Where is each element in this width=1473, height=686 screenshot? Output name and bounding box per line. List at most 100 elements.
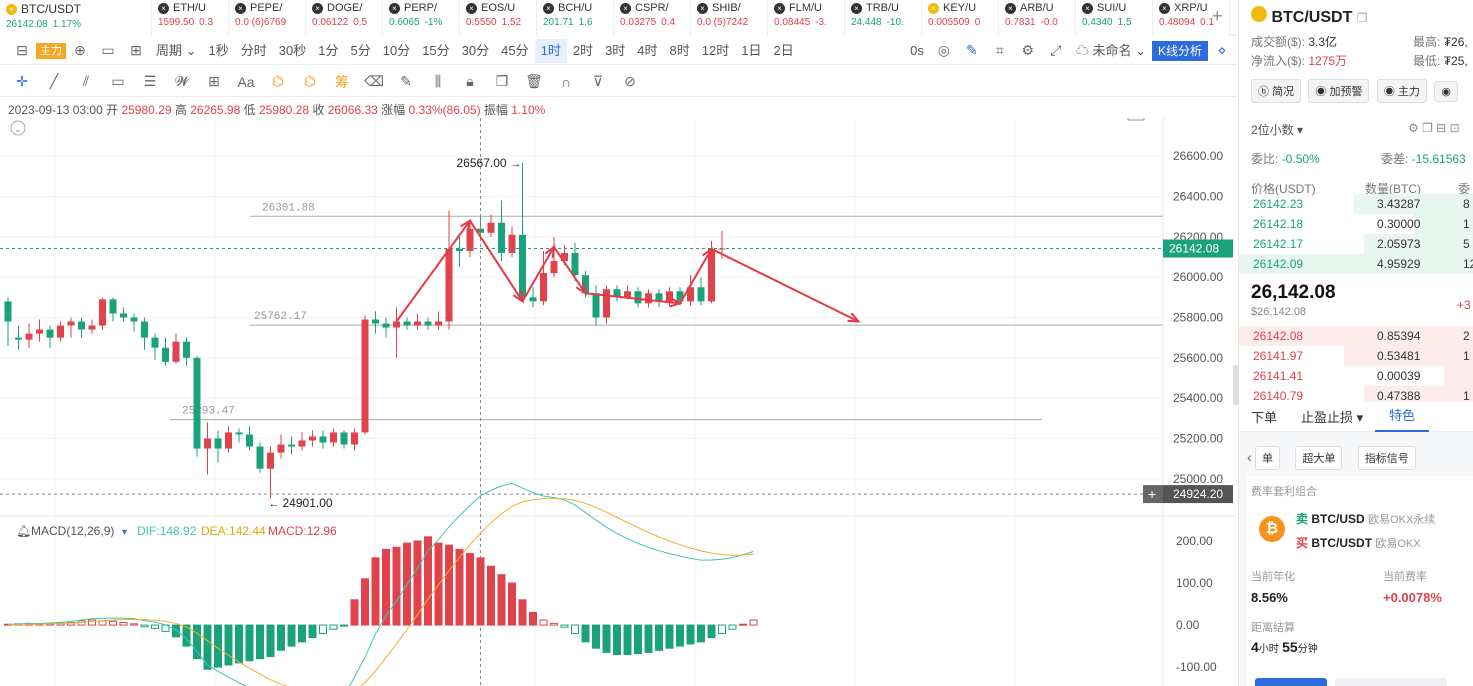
add-tab-icon[interactable]: + [1212,6,1223,26]
candle-body[interactable] [267,452,274,469]
candle-body[interactable] [445,248,453,322]
feature-button-1[interactable]: 单 [1255,446,1281,470]
ticker-item[interactable]: × BCH/U 201.71 1.6 [537,0,614,36]
candle-body[interactable] [550,261,558,274]
period-option[interactable]: 10分 [382,42,411,58]
crosshair-add-button[interactable] [1143,485,1163,504]
ticker-item[interactable]: × KEY/U 0.005509 0 [922,0,999,36]
candle-body[interactable] [120,313,127,318]
trend-line[interactable] [521,246,555,302]
copy-icon[interactable]: ❐ [495,73,509,89]
ticker-item[interactable]: × ARB/U 0.7831 -0.0 [999,0,1076,36]
candle-body[interactable] [25,333,33,340]
candle-body[interactable] [172,341,180,362]
tab-featured[interactable]: 特色 [1375,402,1430,432]
ticker-item[interactable]: × BTC/USDT 26142.08 1.17% [0,0,152,36]
crosshair-icon[interactable]: ✛ [16,73,28,89]
ticker-item[interactable]: × PERP/0.6065 -1% [383,0,460,36]
share-icon[interactable]: ⋄ [1217,42,1227,58]
orderbook-row[interactable]: 26140.79 0.47388 1 [1241,386,1473,402]
large-order-button[interactable]: 超大单 [1295,446,1343,470]
candle-body[interactable] [687,287,694,302]
candle-body[interactable] [36,329,43,334]
trend-line[interactable] [679,248,713,304]
candle-body[interactable] [130,317,138,322]
brush-icon[interactable]: ✎ [400,73,412,89]
period-option[interactable]: 1时 [534,38,567,63]
candle-body[interactable] [519,234,526,298]
candle-body[interactable] [708,248,715,302]
alert-icon[interactable]: ⊕ [74,42,86,58]
period-option[interactable]: 30秒 [278,42,307,58]
trend-line[interactable] [585,292,681,305]
candle-body[interactable] [403,321,411,326]
candle-body[interactable] [225,432,232,449]
ticker-item[interactable]: × CSPR/0.03275 0.4 [614,0,691,36]
ticker-item[interactable]: × ETH/U 1599.50 0.3 [152,0,229,36]
delete-icon[interactable]: 🗑︎ [525,73,543,89]
period-option[interactable]: 5分 [350,42,371,58]
period-option[interactable]: 分时 [240,42,267,58]
candle-body[interactable] [204,438,211,449]
candle-body[interactable] [424,321,432,326]
candle-body[interactable] [319,436,327,443]
period-option[interactable]: 1秒 [208,42,229,58]
period-option[interactable]: 2时 [572,42,594,58]
period-option[interactable]: 2日 [773,42,794,58]
panel-resize-handle[interactable] [1233,365,1238,405]
orderbook-row[interactable]: 26142.18 0.30000 1 [1241,214,1473,234]
main-indicator-button[interactable]: 主力 [36,42,66,59]
candle-body[interactable] [351,432,358,445]
candle-body[interactable] [99,299,106,326]
candle-body[interactable] [508,234,516,253]
trend-line[interactable] [711,248,859,323]
candle-body[interactable] [477,228,484,233]
candle-body[interactable] [141,321,148,338]
scroll-left-icon[interactable]: ‹ [1247,449,1252,465]
ticker-item[interactable]: × DOGE/0.06122 0.5 [306,0,383,36]
magnet-icon[interactable]: ∩ [560,73,572,90]
candle-body[interactable] [666,291,673,302]
buy-action-button[interactable] [1255,678,1327,686]
candle-body[interactable] [46,329,54,338]
text-icon[interactable]: Aa [237,73,255,90]
candle-body[interactable] [340,432,348,445]
candle-body[interactable] [309,436,316,441]
period-option[interactable]: 12时 [701,42,730,58]
ticker-item[interactable]: × SHIB/0.0 (5)7242 [691,0,768,36]
candle-body[interactable] [15,337,22,340]
candle-body[interactable] [529,297,537,302]
candle-body[interactable] [4,301,12,322]
strategy-icon[interactable]: 筹 [335,73,349,90]
trend-line[interactable] [469,220,524,302]
candle-body[interactable] [613,289,621,298]
precision-dropdown[interactable]: 2位小数 ▾ ⚙ ❐ ⊟ ⊡ [1251,121,1460,137]
period-option[interactable]: 4时 [637,42,658,58]
candle-body[interactable] [676,291,684,302]
ticker-item[interactable]: × XRP/U 0.48094 0.1 [1153,0,1230,36]
candle-body[interactable] [571,252,579,276]
ticker-item[interactable]: × EOS/U 0.5550 1.52 [460,0,537,36]
candle-body[interactable] [193,357,201,449]
period-option[interactable]: 8时 [669,42,690,58]
period-option[interactable]: 45分 [501,42,529,58]
hide-drawings-icon[interactable]: ⊘ [624,73,636,89]
candle-body[interactable] [246,434,253,447]
gann-icon[interactable]: ⌬ [271,73,285,89]
main-force-button[interactable]: ◉ 主力 [1376,79,1427,103]
period-option[interactable]: 30分 [461,42,490,58]
kline-analysis-button[interactable]: K线分析 [1151,40,1208,61]
price-chart[interactable]: 26600.0026400.0026200.0026000.0025800.00… [0,118,1236,686]
candle-body[interactable] [498,222,505,253]
orderbook-row[interactable]: 26142.17 2.05973 5 [1241,234,1473,254]
candle-body[interactable] [235,432,243,435]
candle-body[interactable] [582,275,589,294]
pen-icon[interactable]: ✎ [965,42,978,58]
candle-body[interactable] [592,293,600,318]
candle-body[interactable] [361,319,369,433]
candle-body[interactable] [393,321,400,328]
overview-button[interactable]: ⓑ 简况 [1251,79,1302,103]
candle-body[interactable] [718,248,726,250]
indicator-signal-button[interactable]: 指标信号 [1357,446,1416,470]
trend-line-icon[interactable]: ╱ [49,73,59,89]
